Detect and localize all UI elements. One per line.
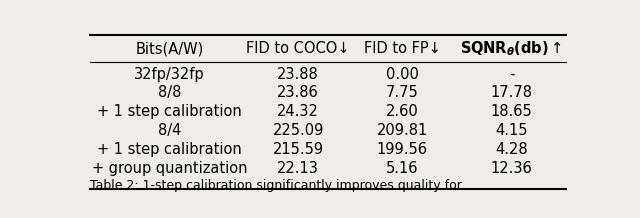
Text: -: - xyxy=(509,66,514,82)
Text: 7.75: 7.75 xyxy=(386,85,419,100)
Text: + 1 step calibration: + 1 step calibration xyxy=(97,142,242,157)
Text: + group quantization: + group quantization xyxy=(92,160,247,175)
Text: 17.78: 17.78 xyxy=(490,85,532,100)
Text: 18.65: 18.65 xyxy=(491,104,532,119)
Text: 23.86: 23.86 xyxy=(277,85,319,100)
Text: 2.60: 2.60 xyxy=(386,104,419,119)
Text: 0.00: 0.00 xyxy=(386,66,419,82)
Text: 209.81: 209.81 xyxy=(377,123,428,138)
Text: 4.15: 4.15 xyxy=(495,123,528,138)
Text: 4.28: 4.28 xyxy=(495,142,528,157)
Text: 12.36: 12.36 xyxy=(491,160,532,175)
Text: 32fp/32fp: 32fp/32fp xyxy=(134,66,205,82)
Text: 8/4: 8/4 xyxy=(157,123,181,138)
Text: 22.13: 22.13 xyxy=(277,160,319,175)
Text: 5.16: 5.16 xyxy=(386,160,419,175)
Text: 24.32: 24.32 xyxy=(277,104,319,119)
Text: + 1 step calibration: + 1 step calibration xyxy=(97,104,242,119)
Text: Bits(A/W): Bits(A/W) xyxy=(135,41,204,56)
Text: $\mathbf{SQNR}_{\boldsymbol{\theta}}\mathbf{(db)}{\uparrow}$: $\mathbf{SQNR}_{\boldsymbol{\theta}}\mat… xyxy=(460,39,563,58)
Text: 199.56: 199.56 xyxy=(377,142,428,157)
Text: 225.09: 225.09 xyxy=(273,123,324,138)
Text: FID to FP↓: FID to FP↓ xyxy=(364,41,441,56)
Text: 23.88: 23.88 xyxy=(277,66,319,82)
Text: FID to COCO↓: FID to COCO↓ xyxy=(246,41,350,56)
Text: 215.59: 215.59 xyxy=(273,142,324,157)
Text: 8/8: 8/8 xyxy=(157,85,181,100)
Text: Table 2: 1-step calibration significantly improves quality for: Table 2: 1-step calibration significantl… xyxy=(90,179,462,192)
